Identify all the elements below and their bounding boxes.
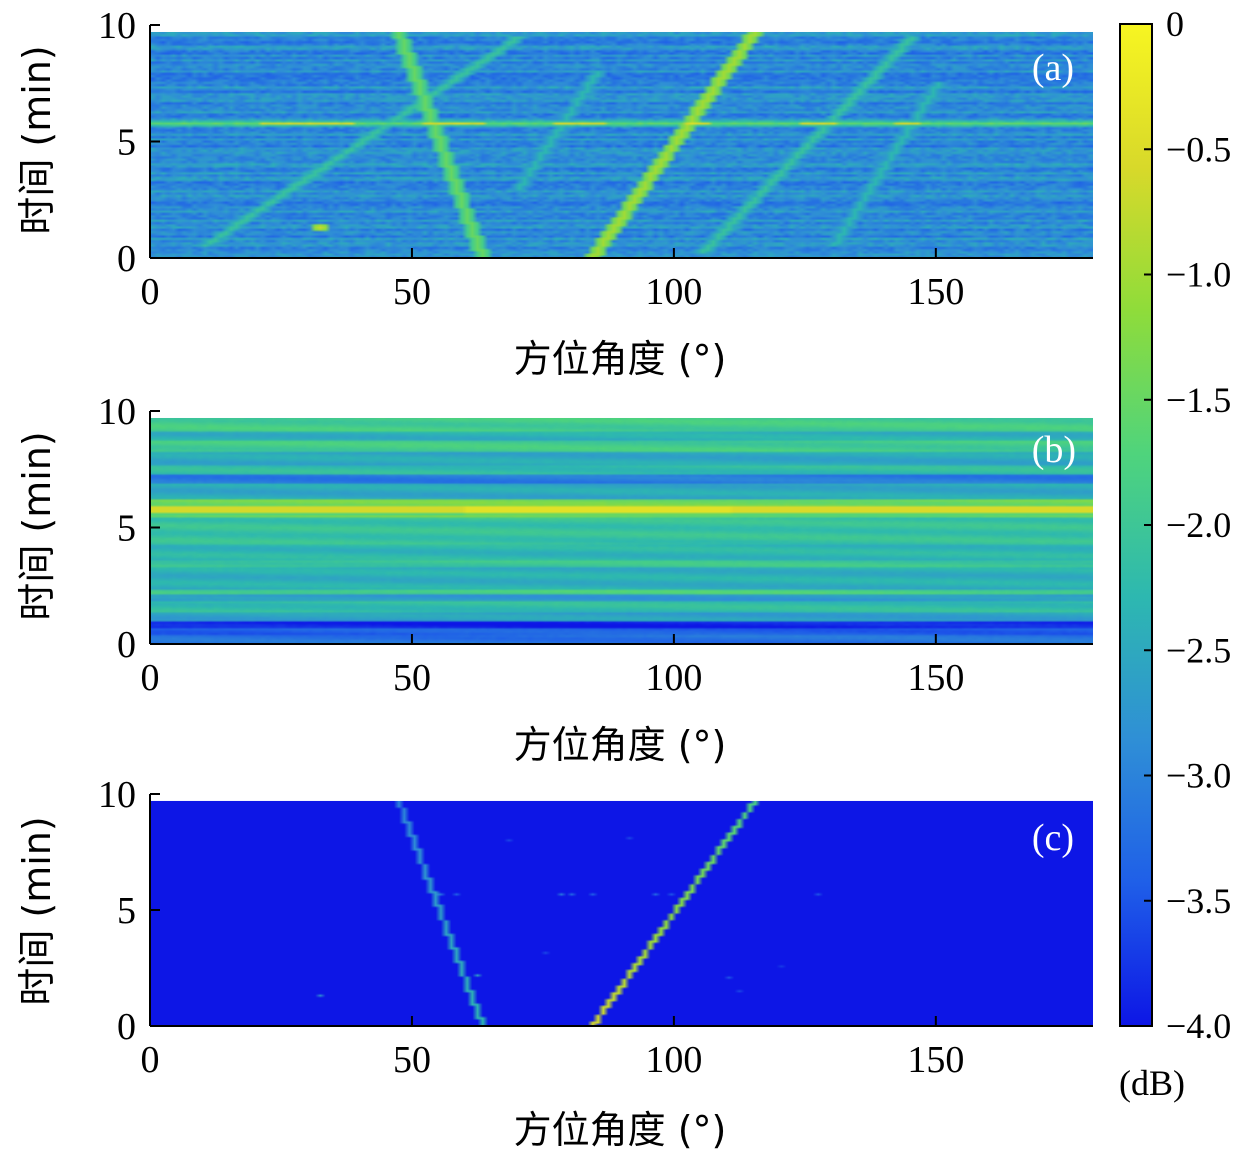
x-tick-label: 100 xyxy=(645,657,702,699)
y-axis-title-b: 时间 (min) xyxy=(15,431,59,620)
x-axis-title-a: 方位角度 (°) xyxy=(514,337,727,381)
colorbar-tick-label: 0 xyxy=(1166,4,1184,44)
heatmap-b xyxy=(150,417,1093,644)
y-tick-label: 0 xyxy=(117,624,136,666)
y-tick-label: 0 xyxy=(117,238,136,280)
x-tick-label: 0 xyxy=(141,1039,160,1081)
colorbar-tick-label: −0.5 xyxy=(1166,129,1231,169)
x-axis-title-c: 方位角度 (°) xyxy=(514,1108,727,1152)
x-axis-title-b: 方位角度 (°) xyxy=(514,723,727,767)
x-tick-label: 50 xyxy=(393,657,431,699)
y-tick-label: 5 xyxy=(117,122,136,164)
heatmap-a xyxy=(150,31,1093,258)
x-tick-label: 100 xyxy=(645,271,702,313)
colorbar: 0 −0.5 −1.0 −1.5 −2.0 −2.5 −3.0 −3.5 −4.0 (dB) xyxy=(1119,4,1231,1103)
panel-a: 0 50 100 150 0 5 10 (a) 方位角度 (°) 时间 (min) xyxy=(15,5,1093,381)
colorbar-tick-label: −1.0 xyxy=(1166,255,1231,295)
colorbar-tick-label: −1.5 xyxy=(1166,380,1231,420)
heatmap-c xyxy=(150,800,1093,1026)
panel-c: 0 50 100 150 0 5 10 (c) 方位角度 (°) 时间 (min) xyxy=(15,774,1093,1152)
x-tick-label: 50 xyxy=(393,1039,431,1081)
x-tick-label: 0 xyxy=(141,657,160,699)
colorbar-ticks: 0 −0.5 −1.0 −1.5 −2.0 −2.5 −3.0 −3.5 −4.0 xyxy=(1144,4,1231,1046)
panel-label-c: (c) xyxy=(1032,817,1074,859)
colorbar-unit-label: (dB) xyxy=(1119,1063,1185,1103)
y-tick-label: 10 xyxy=(98,774,136,816)
x-tick-label: 150 xyxy=(907,1039,964,1081)
colorbar-tick-label: −3.5 xyxy=(1166,881,1231,921)
x-tick-label: 150 xyxy=(907,271,964,313)
y-tick-label: 10 xyxy=(98,5,136,47)
colorbar-tick-label: −2.5 xyxy=(1166,630,1231,670)
axes-a: 0 50 100 150 0 5 10 xyxy=(98,5,1093,313)
y-tick-label: 10 xyxy=(98,391,136,433)
panel-b: 0 50 100 150 0 5 10 (b) 方位角度 (°) 时间 (min) xyxy=(15,391,1093,767)
x-tick-label: 150 xyxy=(907,657,964,699)
panel-label-b: (b) xyxy=(1032,429,1076,471)
y-tick-label: 5 xyxy=(117,890,136,932)
y-tick-label: 0 xyxy=(117,1006,136,1048)
colorbar-tick-label: −2.0 xyxy=(1166,505,1231,545)
colorbar-tick-label: −3.0 xyxy=(1166,756,1231,796)
y-axis-title-c: 时间 (min) xyxy=(15,816,59,1005)
panel-label-a: (a) xyxy=(1032,47,1074,89)
x-tick-label: 0 xyxy=(141,271,160,313)
y-axis-title-a: 时间 (min) xyxy=(15,45,59,234)
y-tick-label: 5 xyxy=(117,508,136,550)
axes-c: 0 50 100 150 0 5 10 xyxy=(98,774,1093,1081)
x-tick-label: 50 xyxy=(393,271,431,313)
axes-b: 0 50 100 150 0 5 10 xyxy=(98,391,1093,699)
x-tick-label: 100 xyxy=(645,1039,702,1081)
colorbar-tick-label: −4.0 xyxy=(1166,1006,1231,1046)
